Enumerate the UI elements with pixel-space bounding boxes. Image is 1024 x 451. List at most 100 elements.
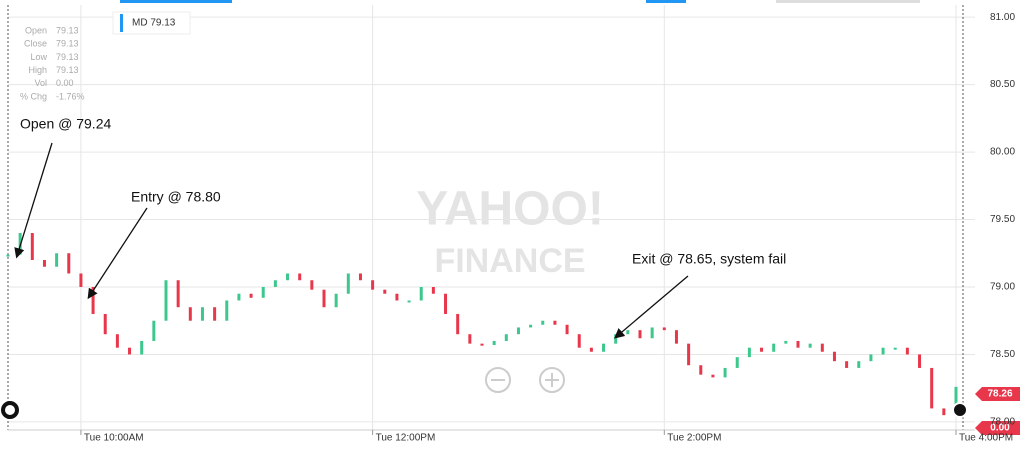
- candle: [91, 286, 95, 314]
- candle: [504, 334, 508, 341]
- symbol-color: [120, 14, 123, 32]
- volume-tag-label: 0.00: [990, 423, 1010, 434]
- candle: [796, 340, 800, 348]
- candle: [832, 351, 836, 362]
- candle: [699, 365, 703, 375]
- candle: [115, 334, 119, 348]
- candle: [626, 330, 630, 335]
- candle: [516, 327, 520, 335]
- price-tag-label: 78.26: [987, 389, 1012, 400]
- info-label: Low: [30, 52, 47, 62]
- candle: [261, 286, 265, 298]
- y-tick-label: 78.00: [990, 417, 1015, 428]
- candle: [869, 354, 873, 362]
- zoom-out-button[interactable]: [485, 367, 511, 393]
- info-label: Vol: [34, 78, 47, 88]
- arrow: [87, 207, 148, 300]
- candle: [674, 330, 678, 344]
- candle: [492, 340, 496, 345]
- x-tick-label: Tue 2:00PM: [667, 433, 721, 444]
- info-label: Open: [25, 25, 47, 35]
- drag-handle[interactable]: [952, 402, 968, 418]
- candle: [371, 280, 375, 290]
- candle: [419, 286, 423, 301]
- x-tick-label: Tue 10:00AM: [84, 433, 144, 444]
- candle: [784, 340, 788, 344]
- candle: [480, 343, 484, 346]
- arrow: [14, 142, 53, 259]
- drag-handle[interactable]: [1, 401, 19, 419]
- candle: [747, 347, 751, 358]
- candle: [55, 253, 59, 267]
- annotation: Entry @ 78.80: [131, 189, 221, 205]
- candle: [638, 330, 642, 339]
- y-tick-label: 78.50: [990, 349, 1015, 360]
- symbol-label: MD 79.13: [132, 18, 176, 29]
- candle: [930, 367, 934, 409]
- candle: [954, 386, 958, 416]
- candle: [456, 313, 460, 335]
- candle: [468, 334, 472, 344]
- y-tick-label: 79.00: [990, 282, 1015, 293]
- candle: [407, 300, 411, 303]
- candle: [431, 286, 435, 294]
- candle: [942, 408, 946, 416]
- x-tick-label: Tue 12:00PM: [376, 433, 436, 444]
- candle: [128, 347, 132, 355]
- annotation: Open @ 79.24: [20, 116, 111, 132]
- candle: [188, 307, 192, 321]
- info-value: 79.13: [56, 39, 79, 49]
- candle: [723, 367, 727, 378]
- candle: [650, 327, 654, 339]
- annotation: Exit @ 78.65, system fail: [632, 251, 786, 267]
- tab-indicator: [120, 0, 232, 3]
- candle: [565, 324, 569, 335]
- candle: [249, 293, 253, 298]
- watermark: FINANCE: [434, 242, 585, 280]
- arrow: [614, 275, 689, 339]
- zoom-in-button[interactable]: [539, 367, 565, 393]
- symbol-box: [112, 11, 191, 35]
- candle: [760, 347, 764, 352]
- candle: [322, 289, 326, 308]
- candle: [893, 347, 897, 350]
- tab-indicator: [646, 0, 686, 3]
- volume-tag: [975, 421, 1020, 435]
- info-value: -1.76%: [56, 91, 85, 101]
- info-value: 79.13: [56, 65, 79, 75]
- candle: [176, 280, 180, 308]
- price-tag: [975, 387, 1020, 401]
- candle: [857, 361, 861, 368]
- candle: [662, 327, 666, 331]
- candle: [711, 374, 715, 378]
- candle: [67, 253, 71, 274]
- candle: [140, 340, 144, 355]
- candle: [553, 320, 557, 325]
- candle: [589, 347, 593, 352]
- info-value: 79.13: [56, 52, 79, 62]
- candle: [213, 307, 217, 321]
- candle: [310, 280, 314, 290]
- candle: [346, 273, 350, 294]
- candle: [687, 343, 691, 366]
- candle: [225, 300, 229, 321]
- candle: [881, 347, 885, 355]
- candle: [577, 334, 581, 348]
- info-label: % Chg: [20, 91, 47, 101]
- candle: [30, 233, 34, 260]
- candle: [200, 307, 204, 321]
- candle: [334, 293, 338, 308]
- candle: [772, 343, 776, 352]
- candle: [152, 320, 156, 341]
- y-tick-label: 81.00: [990, 12, 1015, 23]
- candle: [358, 273, 362, 281]
- candle: [735, 357, 739, 368]
- y-tick-label: 79.50: [990, 214, 1015, 225]
- candle: [602, 343, 606, 352]
- candle: [286, 273, 290, 281]
- x-tick-label: Tue 4:00PM: [959, 433, 1013, 444]
- info-label: High: [28, 65, 47, 75]
- candle: [383, 289, 387, 294]
